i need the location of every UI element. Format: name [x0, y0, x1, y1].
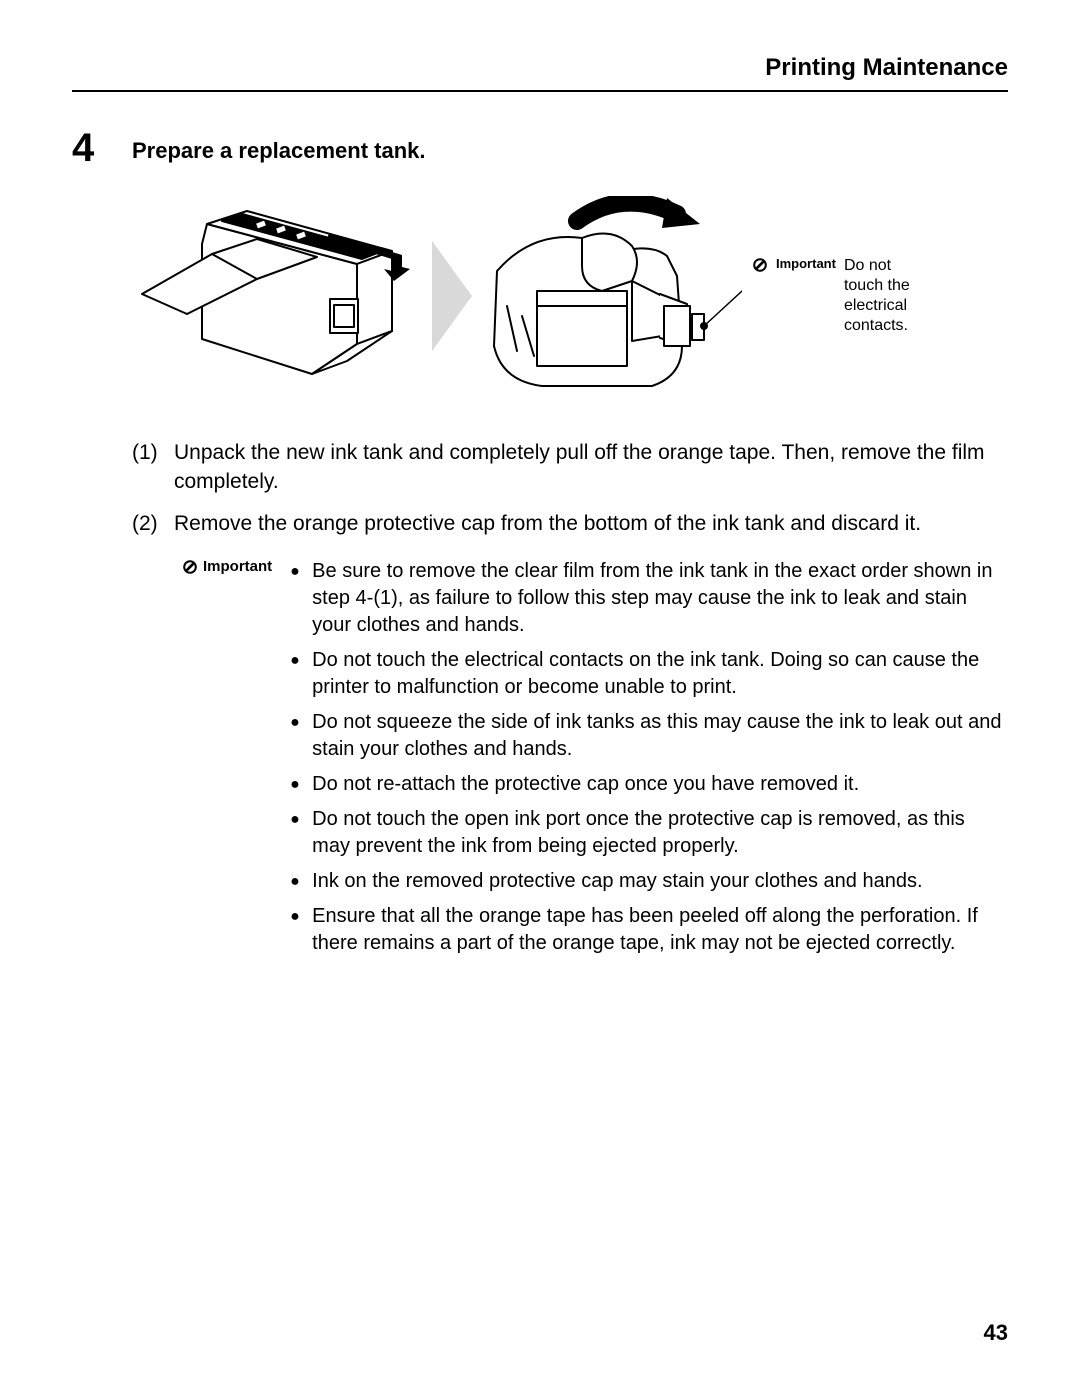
- page-number: 43: [984, 1320, 1008, 1346]
- bullet-item: ● Do not touch the electrical contacts o…: [290, 647, 1008, 701]
- bullet-text: Do not re-attach the protective cap once…: [312, 771, 1008, 798]
- important-label: Important: [203, 558, 272, 575]
- bullet-item: ● Be sure to remove the clear film from …: [290, 558, 1008, 639]
- bullet-item: ● Ink on the removed protective cap may …: [290, 868, 1008, 895]
- page-header: Printing Maintenance: [72, 54, 1008, 92]
- step-title: Prepare a replacement tank.: [132, 128, 425, 164]
- bullet-item: ● Do not squeeze the side of ink tanks a…: [290, 709, 1008, 763]
- chapter-title: Printing Maintenance: [72, 54, 1008, 82]
- instructions-list: (1) Unpack the new ink tank and complete…: [132, 438, 1008, 538]
- bullet-dot-icon: ●: [290, 558, 312, 639]
- instruction-text: Remove the orange protective cap from th…: [174, 509, 1008, 538]
- instruction-number: (2): [132, 509, 174, 538]
- bullet-dot-icon: ●: [290, 709, 312, 763]
- bullet-item: ● Ensure that all the orange tape has be…: [290, 903, 1008, 957]
- important-label-column: Important: [182, 558, 272, 965]
- figure-important-label: Important: [776, 256, 836, 271]
- prohibit-icon: [752, 257, 768, 273]
- bullet-text: Be sure to remove the clear film from th…: [312, 558, 1008, 639]
- bullet-text: Do not squeeze the side of ink tanks as …: [312, 709, 1008, 763]
- instruction-text: Unpack the new ink tank and completely p…: [174, 438, 1008, 497]
- bullet-text: Do not touch the open ink port once the …: [312, 806, 1008, 860]
- figure-important-callout: Important Do not touch the electrical co…: [752, 256, 917, 336]
- bullet-dot-icon: ●: [290, 806, 312, 860]
- figure-important-text: Do not touch the electrical contacts.: [844, 256, 917, 336]
- bullet-item: ● Do not touch the open ink port once th…: [290, 806, 1008, 860]
- instruction-number: (1): [132, 438, 174, 497]
- figure-row: Important Do not touch the electrical co…: [132, 196, 1008, 396]
- bullet-dot-icon: ●: [290, 868, 312, 895]
- bullet-text: Do not touch the electrical contacts on …: [312, 647, 1008, 701]
- figure-remove-cap: [482, 196, 742, 396]
- instruction-item: (2) Remove the orange protective cap fro…: [132, 509, 1008, 538]
- arrow-between-icon: [432, 241, 472, 351]
- bullet-text: Ensure that all the orange tape has been…: [312, 903, 1008, 957]
- step-number: 4: [72, 128, 132, 168]
- important-bullets: ● Be sure to remove the clear film from …: [290, 558, 1008, 965]
- prohibit-icon: [182, 559, 198, 575]
- bullet-dot-icon: ●: [290, 903, 312, 957]
- bullet-dot-icon: ●: [290, 771, 312, 798]
- important-block: Important ● Be sure to remove the clear …: [182, 558, 1008, 965]
- bullet-item: ● Do not re-attach the protective cap on…: [290, 771, 1008, 798]
- instruction-item: (1) Unpack the new ink tank and complete…: [132, 438, 1008, 497]
- figure-ink-tank-tape: [132, 199, 422, 394]
- bullet-text: Ink on the removed protective cap may st…: [312, 868, 1008, 895]
- bullet-dot-icon: ●: [290, 647, 312, 701]
- step-heading: 4 Prepare a replacement tank.: [72, 128, 1008, 168]
